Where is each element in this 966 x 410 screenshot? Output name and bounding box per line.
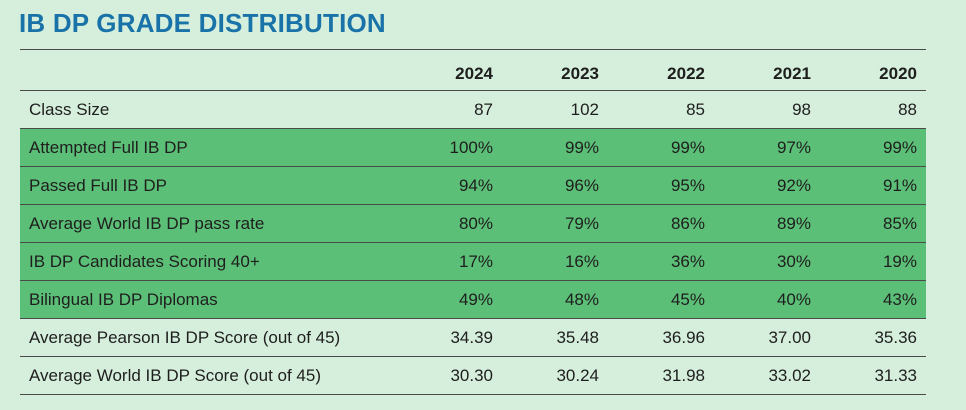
row-value-2021: 98 <box>714 90 820 129</box>
row-value-2020: 31.33 <box>820 356 926 395</box>
row-value-2022: 31.98 <box>608 356 714 395</box>
row-value-2023: 30.24 <box>502 356 608 395</box>
row-value-2021: 37.00 <box>714 318 820 357</box>
row-value-2020: 88 <box>820 90 926 129</box>
row-value-2024: 34.39 <box>396 318 502 357</box>
year-header: 2023 <box>502 49 608 91</box>
row-label: Average Pearson IB DP Score (out of 45) <box>20 318 396 357</box>
row-value-2020: 91% <box>820 166 926 205</box>
row-value-2020: 85% <box>820 204 926 243</box>
row-label: Bilingual IB DP Diplomas <box>20 280 396 319</box>
row-value-2022: 99% <box>608 128 714 167</box>
row-value-2022: 36% <box>608 242 714 281</box>
row-value-2020: 35.36 <box>820 318 926 357</box>
table-row: Bilingual IB DP Diplomas 49% 48% 45% 40% 43% <box>20 280 926 319</box>
row-value-2024: 49% <box>396 280 502 319</box>
row-value-2024: 100% <box>396 128 502 167</box>
table-header-row: 2024 2023 2022 2021 2020 <box>20 49 926 91</box>
row-value-2021: 89% <box>714 204 820 243</box>
row-value-2023: 79% <box>502 204 608 243</box>
row-value-2024: 17% <box>396 242 502 281</box>
page-title: IB DP GRADE DISTRIBUTION <box>19 8 386 38</box>
row-label: Class Size <box>20 90 396 129</box>
row-value-2023: 48% <box>502 280 608 319</box>
table-row: Class Size 87 102 85 98 88 <box>20 90 926 129</box>
header-label-cell <box>20 49 396 91</box>
row-value-2022: 36.96 <box>608 318 714 357</box>
row-value-2024: 94% <box>396 166 502 205</box>
row-value-2020: 99% <box>820 128 926 167</box>
year-header: 2024 <box>396 49 502 91</box>
year-header: 2022 <box>608 49 714 91</box>
row-value-2020: 19% <box>820 242 926 281</box>
row-label: Average World IB DP Score (out of 45) <box>20 356 396 395</box>
table-row: Average World IB DP pass rate 80% 79% 86% 89… <box>20 204 926 243</box>
row-label: IB DP Candidates Scoring 40+ <box>20 242 396 281</box>
row-value-2024: 80% <box>396 204 502 243</box>
row-label: Attempted Full IB DP <box>20 128 396 167</box>
year-header: 2020 <box>820 49 926 91</box>
row-value-2021: 33.02 <box>714 356 820 395</box>
row-value-2022: 85 <box>608 90 714 129</box>
row-value-2023: 16% <box>502 242 608 281</box>
row-value-2020: 43% <box>820 280 926 319</box>
row-value-2021: 40% <box>714 280 820 319</box>
row-value-2021: 97% <box>714 128 820 167</box>
row-label: Passed Full IB DP <box>20 166 396 205</box>
row-value-2024: 87 <box>396 90 502 129</box>
table-row: Attempted Full IB DP 100% 99% 99% 97% 99% <box>20 128 926 167</box>
row-value-2021: 92% <box>714 166 820 205</box>
row-label: Average World IB DP pass rate <box>20 204 396 243</box>
table-row: Average World IB DP Score (out of 45) 30.… <box>20 356 926 395</box>
grade-distribution-table: 2024 2023 2022 2021 2020 Class Size 87 102… <box>20 49 926 395</box>
year-header: 2021 <box>714 49 820 91</box>
row-value-2022: 86% <box>608 204 714 243</box>
table-row: Passed Full IB DP 94% 96% 95% 92% 91% <box>20 166 926 205</box>
table-row: Average Pearson IB DP Score (out of 45) 3… <box>20 318 926 357</box>
row-value-2022: 95% <box>608 166 714 205</box>
row-value-2024: 30.30 <box>396 356 502 395</box>
table-row: IB DP Candidates Scoring 40+ 17% 16% 36% 30%… <box>20 242 926 281</box>
row-value-2023: 102 <box>502 90 608 129</box>
row-value-2021: 30% <box>714 242 820 281</box>
row-value-2023: 99% <box>502 128 608 167</box>
row-value-2023: 35.48 <box>502 318 608 357</box>
row-value-2023: 96% <box>502 166 608 205</box>
row-value-2022: 45% <box>608 280 714 319</box>
